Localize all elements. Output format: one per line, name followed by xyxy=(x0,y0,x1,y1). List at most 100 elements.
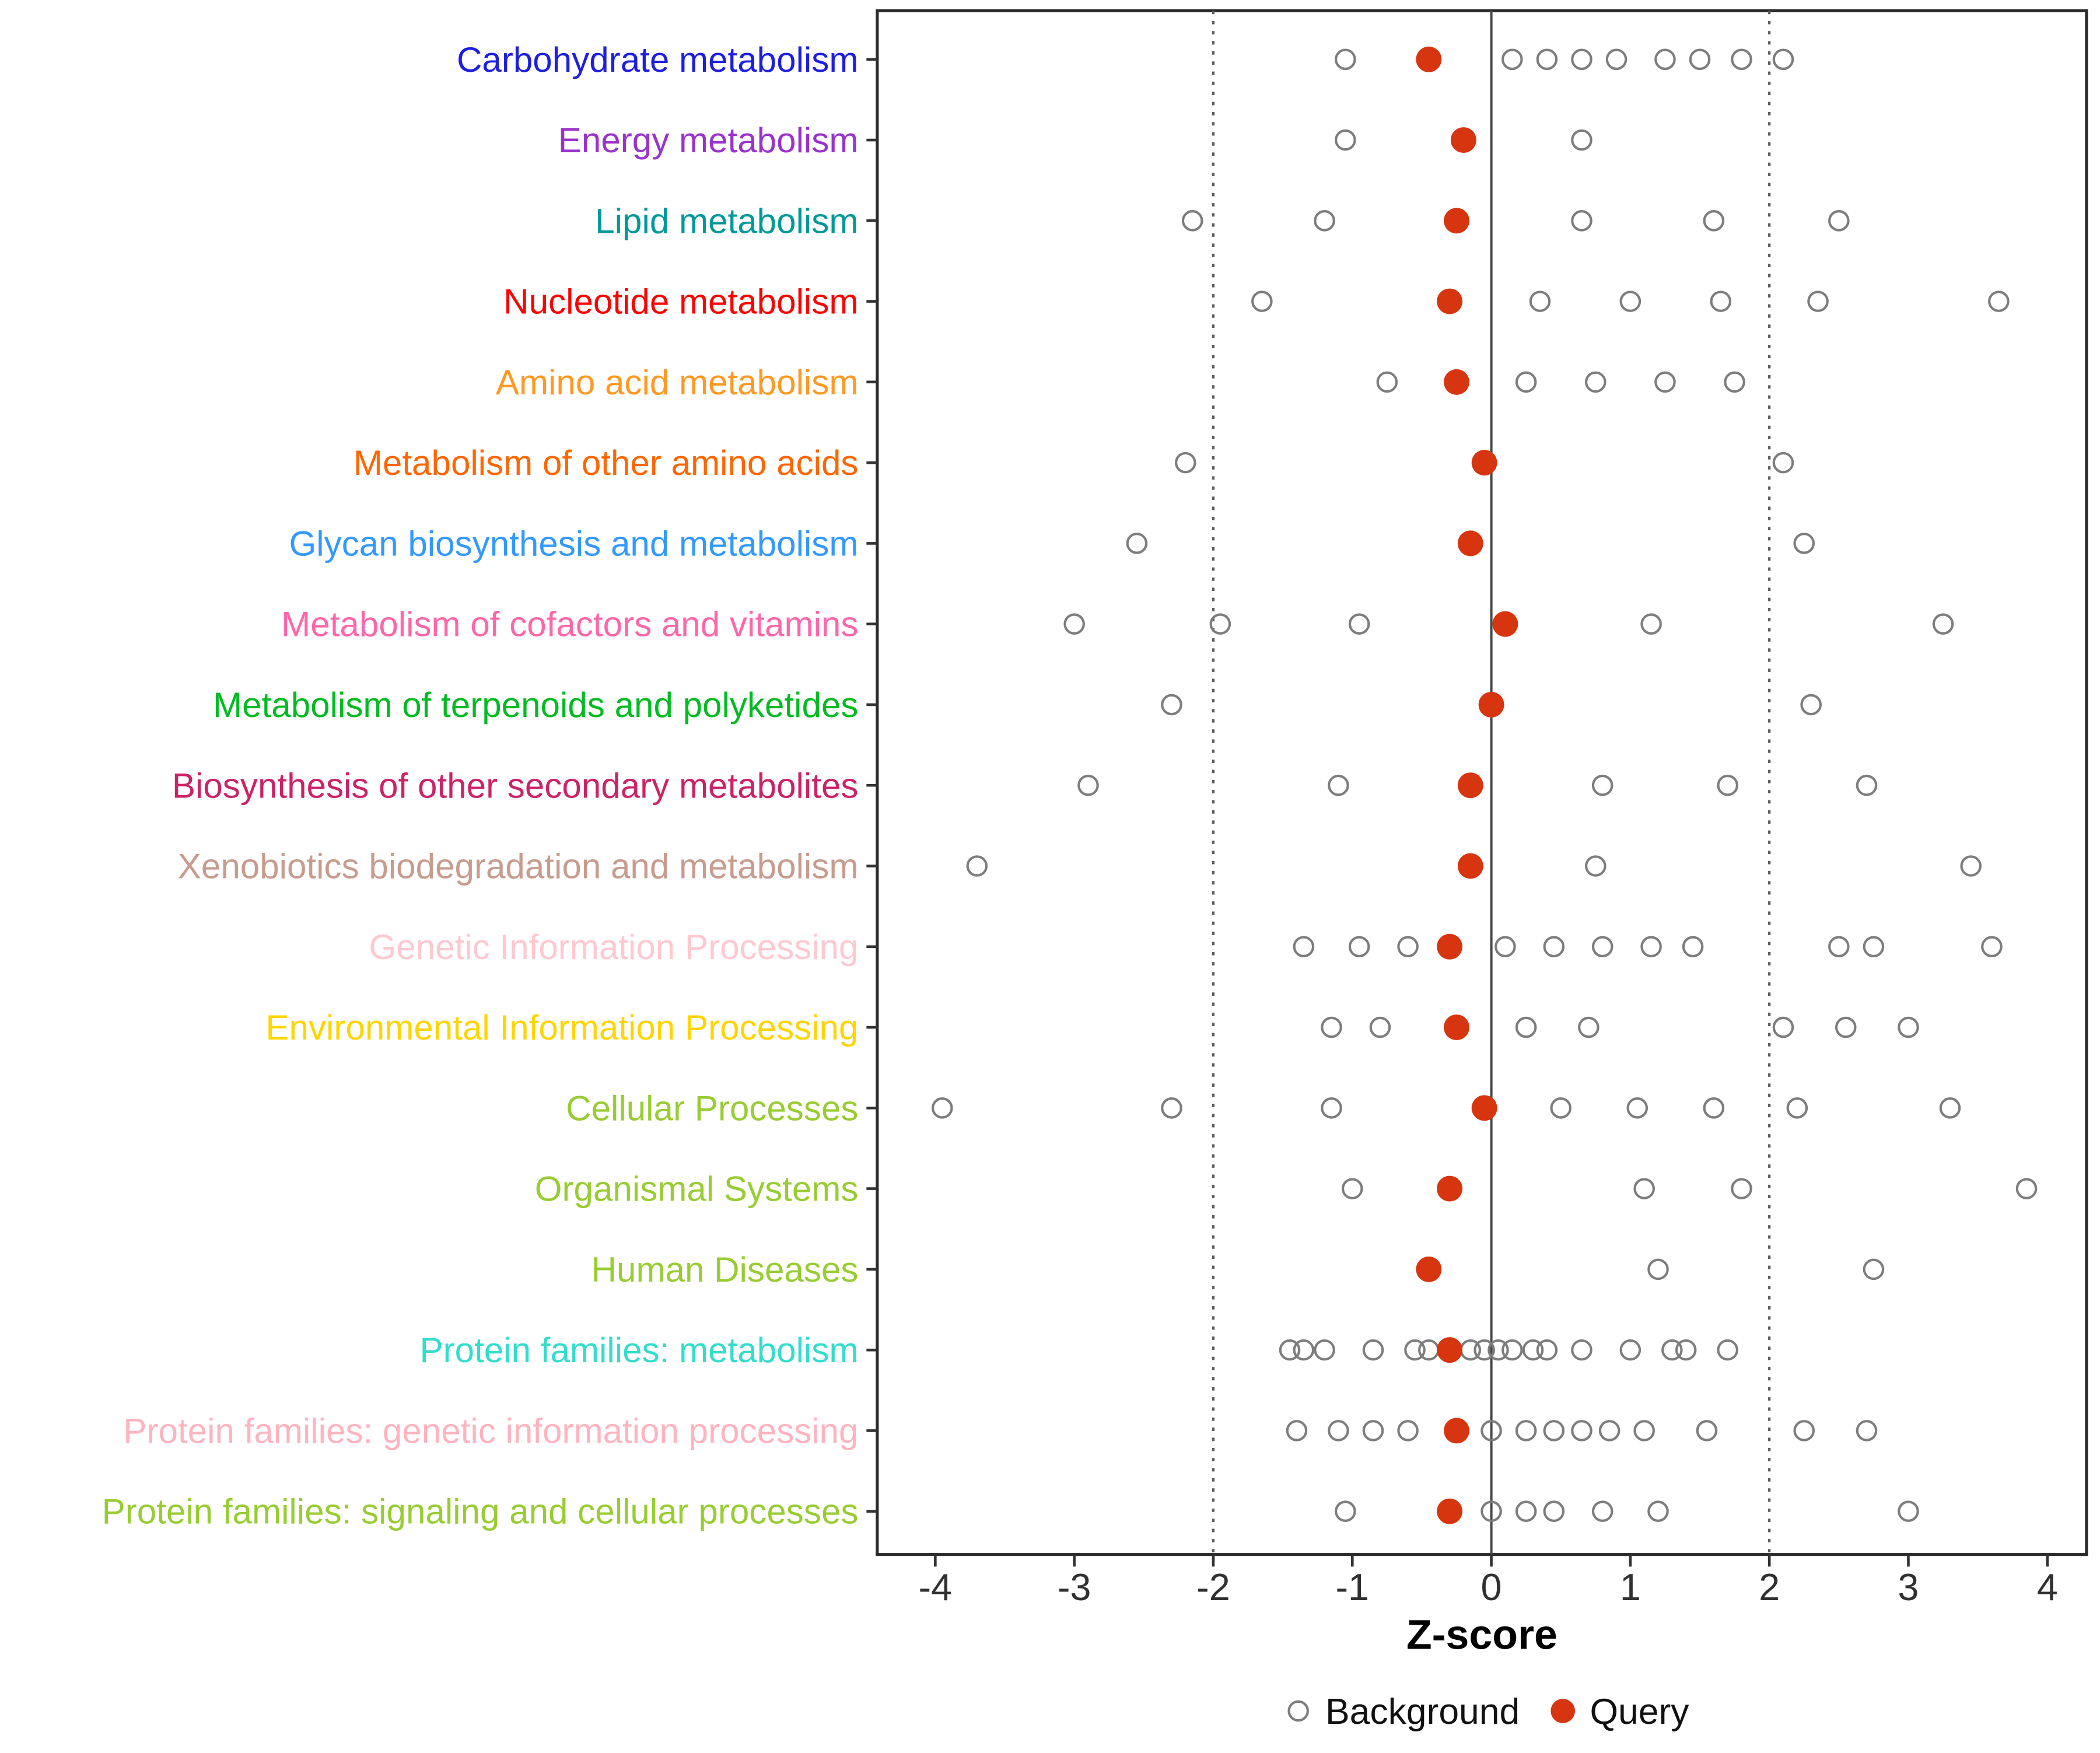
background-point xyxy=(1502,1339,1523,1361)
background-point xyxy=(1772,1016,1794,1038)
background-point xyxy=(1522,1339,1544,1361)
query-point xyxy=(1457,853,1483,879)
background-point xyxy=(1585,855,1606,877)
background-point xyxy=(1571,48,1592,71)
background-point xyxy=(1898,1016,1919,1038)
category-row: Lipid metabolism xyxy=(595,201,1850,240)
category-label: Metabolism of other amino acids xyxy=(354,443,859,482)
query-point xyxy=(1437,1337,1463,1363)
query-point xyxy=(1416,1256,1442,1282)
background-point xyxy=(1689,48,1711,71)
background-point xyxy=(1793,533,1815,554)
background-point xyxy=(1376,371,1398,393)
background-point xyxy=(1397,936,1419,958)
legend-query-marker xyxy=(1550,1699,1575,1723)
category-label: Protein families: metabolism xyxy=(420,1331,859,1370)
background-point xyxy=(1835,1016,1857,1038)
background-point xyxy=(1063,613,1085,635)
background-point xyxy=(1515,371,1537,393)
background-point xyxy=(1932,613,1954,635)
background-point xyxy=(1515,1420,1537,1441)
background-point xyxy=(1543,1420,1565,1441)
background-point xyxy=(1591,774,1614,796)
x-axis-title: Z-score xyxy=(1406,1612,1558,1658)
background-point xyxy=(1619,291,1642,312)
background-point xyxy=(1647,1258,1669,1280)
category-row: Biosynthesis of other secondary metaboli… xyxy=(172,766,1878,805)
background-point xyxy=(1640,613,1662,635)
background-point xyxy=(1772,452,1794,474)
background-point xyxy=(1598,1420,1620,1441)
background-point xyxy=(1328,774,1349,796)
background-point xyxy=(1543,1500,1565,1522)
background-point xyxy=(1480,1500,1502,1522)
background-point xyxy=(1731,1178,1752,1199)
background-point xyxy=(1772,48,1794,71)
background-point xyxy=(1321,1097,1342,1119)
x-tick-label: -3 xyxy=(1058,1566,1091,1608)
query-point xyxy=(1444,369,1469,395)
query-point xyxy=(1437,933,1463,960)
background-point xyxy=(1529,291,1551,312)
x-tick-label: -4 xyxy=(919,1566,953,1608)
category-row: Energy metabolism xyxy=(558,121,1592,160)
background-point xyxy=(1348,936,1370,958)
category-label: Metabolism of terpenoids and polyketides xyxy=(213,685,858,725)
background-point xyxy=(1981,936,2003,958)
background-point xyxy=(1515,1500,1537,1522)
reference-lines xyxy=(1212,11,1771,1555)
x-axis: -4 -3 -2 -1 0 1 2 3 4 xyxy=(919,1554,2058,1608)
query-point xyxy=(1437,288,1463,314)
background-point xyxy=(1474,1339,1495,1361)
background-point xyxy=(1633,1178,1655,1199)
background-point xyxy=(1077,774,1099,796)
category-label: Lipid metabolism xyxy=(595,201,858,240)
background-point xyxy=(931,1097,953,1119)
background-point xyxy=(1585,371,1606,393)
background-point xyxy=(1717,774,1738,796)
query-point xyxy=(1444,1418,1469,1444)
background-point xyxy=(1591,936,1614,958)
background-point xyxy=(1515,1016,1537,1038)
query-point xyxy=(1478,691,1504,718)
background-point xyxy=(1571,1420,1592,1441)
category-label: Human Diseases xyxy=(592,1250,859,1289)
background-point xyxy=(1328,1420,1349,1441)
background-point xyxy=(1717,1339,1738,1361)
background-point xyxy=(1362,1420,1384,1441)
background-point xyxy=(1362,1339,1384,1361)
background-point xyxy=(1863,1258,1885,1280)
background-point xyxy=(1161,1097,1182,1119)
background-point xyxy=(1404,1339,1426,1361)
x-tick-label: 1 xyxy=(1620,1566,1641,1608)
x-tick-label: -1 xyxy=(1335,1566,1369,1608)
background-point xyxy=(1626,1097,1648,1119)
background-point xyxy=(1661,1339,1683,1361)
category-row: Metabolism of cofactors and vitamins xyxy=(281,605,1954,644)
background-point xyxy=(1898,1500,1919,1522)
background-point xyxy=(1633,1420,1655,1441)
category-label: Xenobiotics biodegradation and metabolis… xyxy=(178,847,859,886)
background-point xyxy=(1494,936,1516,958)
background-point xyxy=(1800,694,1822,716)
query-point xyxy=(1471,450,1497,476)
legend-background-label: Background xyxy=(1325,1691,1520,1732)
background-point xyxy=(1578,1016,1600,1038)
category-row: Metabolism of terpenoids and polyketides xyxy=(213,685,1822,725)
background-point xyxy=(1335,1500,1356,1522)
background-point xyxy=(1488,1339,1509,1361)
category-row: Genetic Information Processing xyxy=(369,928,2003,967)
category-label: Genetic Information Processing xyxy=(369,928,859,967)
background-point xyxy=(1960,855,1982,877)
category-label: Metabolism of cofactors and vitamins xyxy=(281,605,858,644)
legend-background-marker xyxy=(1287,1700,1309,1722)
background-point xyxy=(1209,613,1231,635)
query-point xyxy=(1457,530,1483,557)
background-point xyxy=(1341,1178,1363,1199)
category-label: Protein families: genetic information pr… xyxy=(123,1411,858,1450)
category-row: Carbohydrate metabolism xyxy=(457,40,1794,79)
background-point xyxy=(1828,936,1850,958)
background-point xyxy=(1647,1500,1669,1522)
background-point xyxy=(1543,936,1565,958)
